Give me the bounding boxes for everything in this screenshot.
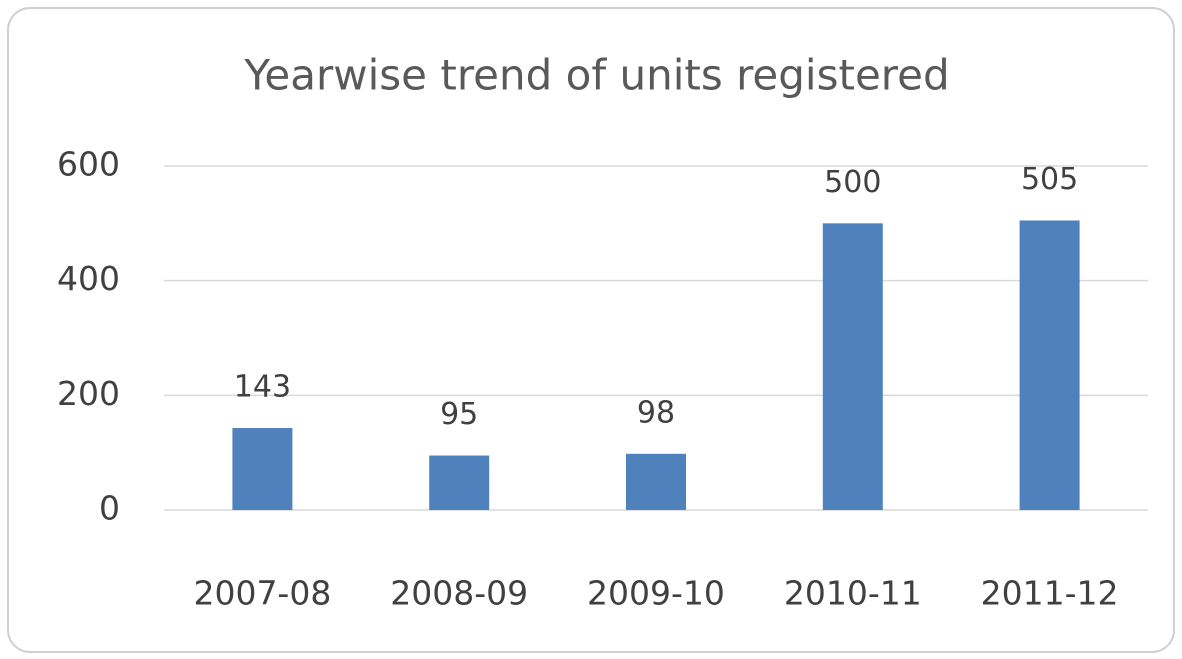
x-tick-label: 2007-08	[193, 574, 331, 613]
chart-frame	[7, 7, 1175, 653]
bar	[1019, 220, 1080, 510]
data-label: 143	[234, 370, 291, 405]
bar	[626, 453, 686, 510]
data-label: 500	[824, 165, 881, 200]
y-tick-label: 0	[99, 489, 120, 528]
y-tick-label: 200	[57, 374, 120, 413]
data-label: 98	[637, 395, 675, 430]
x-tick-label: 2011-12	[981, 574, 1119, 613]
y-tick-label: 400	[57, 259, 120, 298]
bar	[429, 455, 490, 510]
y-tick-label: 600	[57, 145, 120, 184]
bar	[822, 223, 883, 511]
data-label: 95	[440, 397, 478, 432]
data-label: 505	[1021, 162, 1078, 197]
bar	[232, 428, 293, 510]
x-tick-label: 2010-11	[784, 574, 922, 613]
x-tick-label: 2008-09	[390, 574, 528, 613]
chart-title: Yearwise trend of units registered	[243, 51, 949, 100]
x-tick-label: 2009-10	[587, 574, 725, 613]
